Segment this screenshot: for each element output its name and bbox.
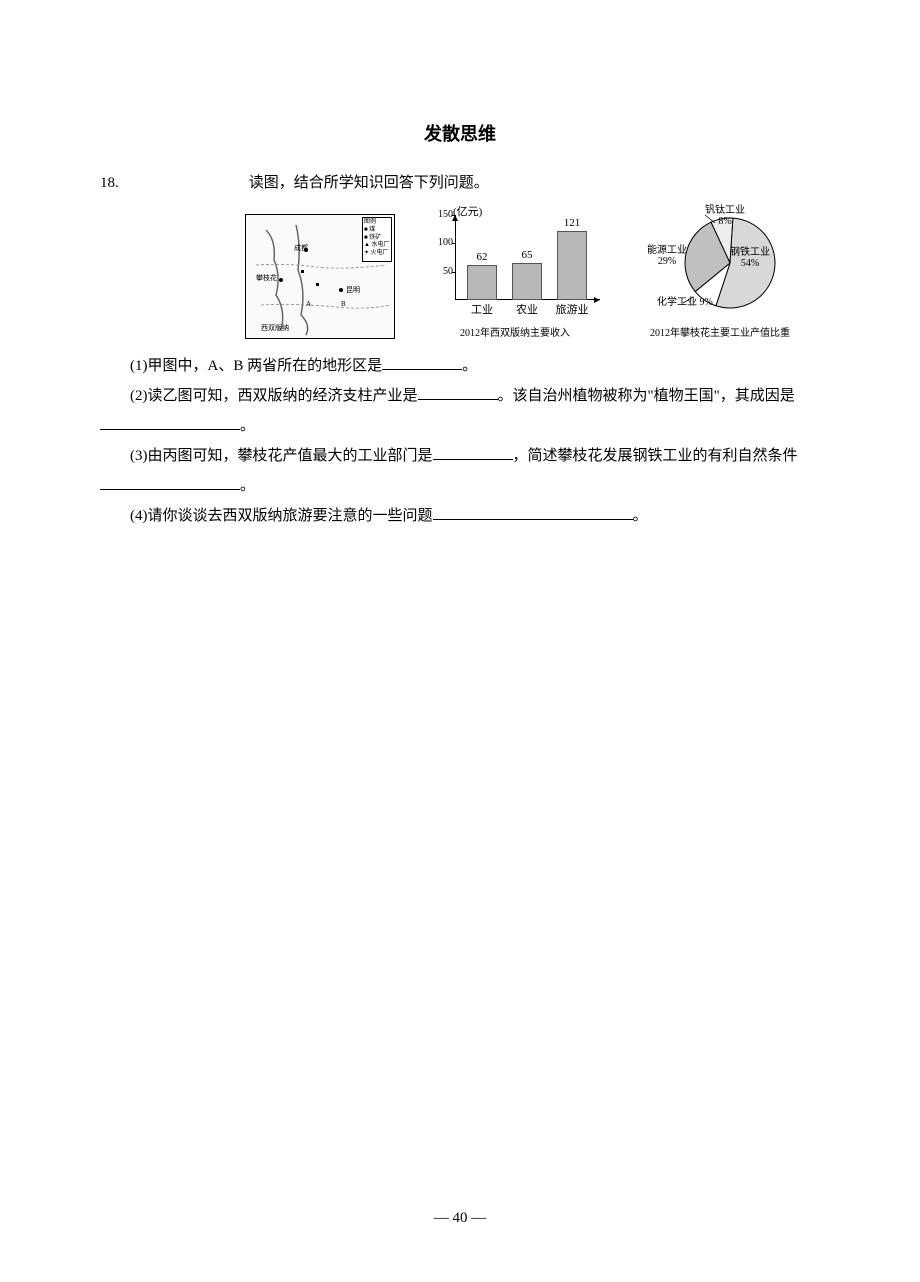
pie-figure: 钢铁工业54% 能源工业29% 化学工业 9% 钒钛工业8% 2012年攀枝花主… (635, 205, 805, 339)
y-axis (455, 215, 456, 300)
question-header: 18. 读图，结合所学知识回答下列问题。 (100, 170, 820, 197)
bar-value: 121 (557, 217, 587, 229)
page-number: — 40 — (0, 1210, 920, 1227)
question-2: (2)读乙图可知，西双版纳的经济支柱产业是。该自治州植物被称为"植物王国"，其成… (100, 381, 820, 411)
bar-chart: (亿元) 50 100 150 62 工业 65 农业 121 旅游业 (425, 205, 605, 320)
question-number: 18. (100, 170, 245, 197)
question-prompt: 读图，结合所学知识回答下列问题。 (249, 175, 489, 191)
pie-slice-label: 能源工业29% (647, 245, 687, 267)
bar-value: 65 (512, 249, 542, 261)
map-label: 昆明 (346, 285, 360, 295)
bar-label: 农业 (507, 301, 547, 317)
map-label: 成都 (294, 243, 308, 253)
y-tick: 100 (433, 237, 453, 248)
pie-chart: 钢铁工业54% 能源工业29% 化学工业 9% 钒钛工业8% (635, 205, 805, 320)
bar-figure: (亿元) 50 100 150 62 工业 65 农业 121 旅游业 2012年西双版纳主要收… (425, 205, 605, 339)
answer-blank (100, 412, 240, 430)
question-1: (1)甲图中，A、B 两省所在的地形区是。 (100, 351, 820, 381)
pie-slice-label: 钒钛工业8% (705, 205, 745, 227)
question-3-cont: 。 (100, 471, 820, 501)
map-label: 攀枝花 (256, 273, 277, 283)
question-4: (4)请你谈谈去西双版纳旅游要注意的一些问题。 (100, 501, 820, 531)
bar-caption: 2012年西双版纳主要收入 (425, 324, 605, 339)
map-label: A (306, 300, 311, 308)
question-3: (3)由丙图可知，攀枝花产值最大的工业部门是，简述攀枝花发展钢铁工业的有利自然条… (100, 441, 820, 471)
question-2-cont: 。 (100, 411, 820, 441)
bar (512, 263, 542, 300)
answer-blank (418, 382, 498, 400)
answer-blank (100, 472, 240, 490)
answer-blank (433, 502, 633, 520)
section-title: 发散思维 (100, 120, 820, 146)
figures-row: 图例 ■ 煤 ■ 铁矿 ▲ 水电厂 ✦ 火电厂 成都 (245, 205, 820, 339)
pie-slice-label: 钢铁工业54% (730, 247, 770, 269)
pie-slice-label: 化学工业 9% (657, 297, 713, 308)
map-label: B (341, 300, 346, 308)
y-tick: 150 (433, 209, 453, 220)
y-tick: 50 (433, 266, 453, 277)
bar-value: 62 (467, 251, 497, 263)
y-axis-label: (亿元) (453, 203, 482, 219)
answer-blank (382, 352, 462, 370)
pie-caption: 2012年攀枝花主要工业产值比重 (635, 324, 805, 339)
answer-blank (433, 442, 513, 460)
bar (557, 231, 587, 300)
bar-label: 工业 (462, 301, 502, 317)
map-label: 西双版纳 (261, 323, 289, 333)
map-figure: 图例 ■ 煤 ■ 铁矿 ▲ 水电厂 ✦ 火电厂 成都 (245, 214, 395, 339)
map-box: 图例 ■ 煤 ■ 铁矿 ▲ 水电厂 ✦ 火电厂 成都 (245, 214, 395, 339)
bar-label: 旅游业 (552, 301, 592, 317)
bar (467, 265, 497, 300)
